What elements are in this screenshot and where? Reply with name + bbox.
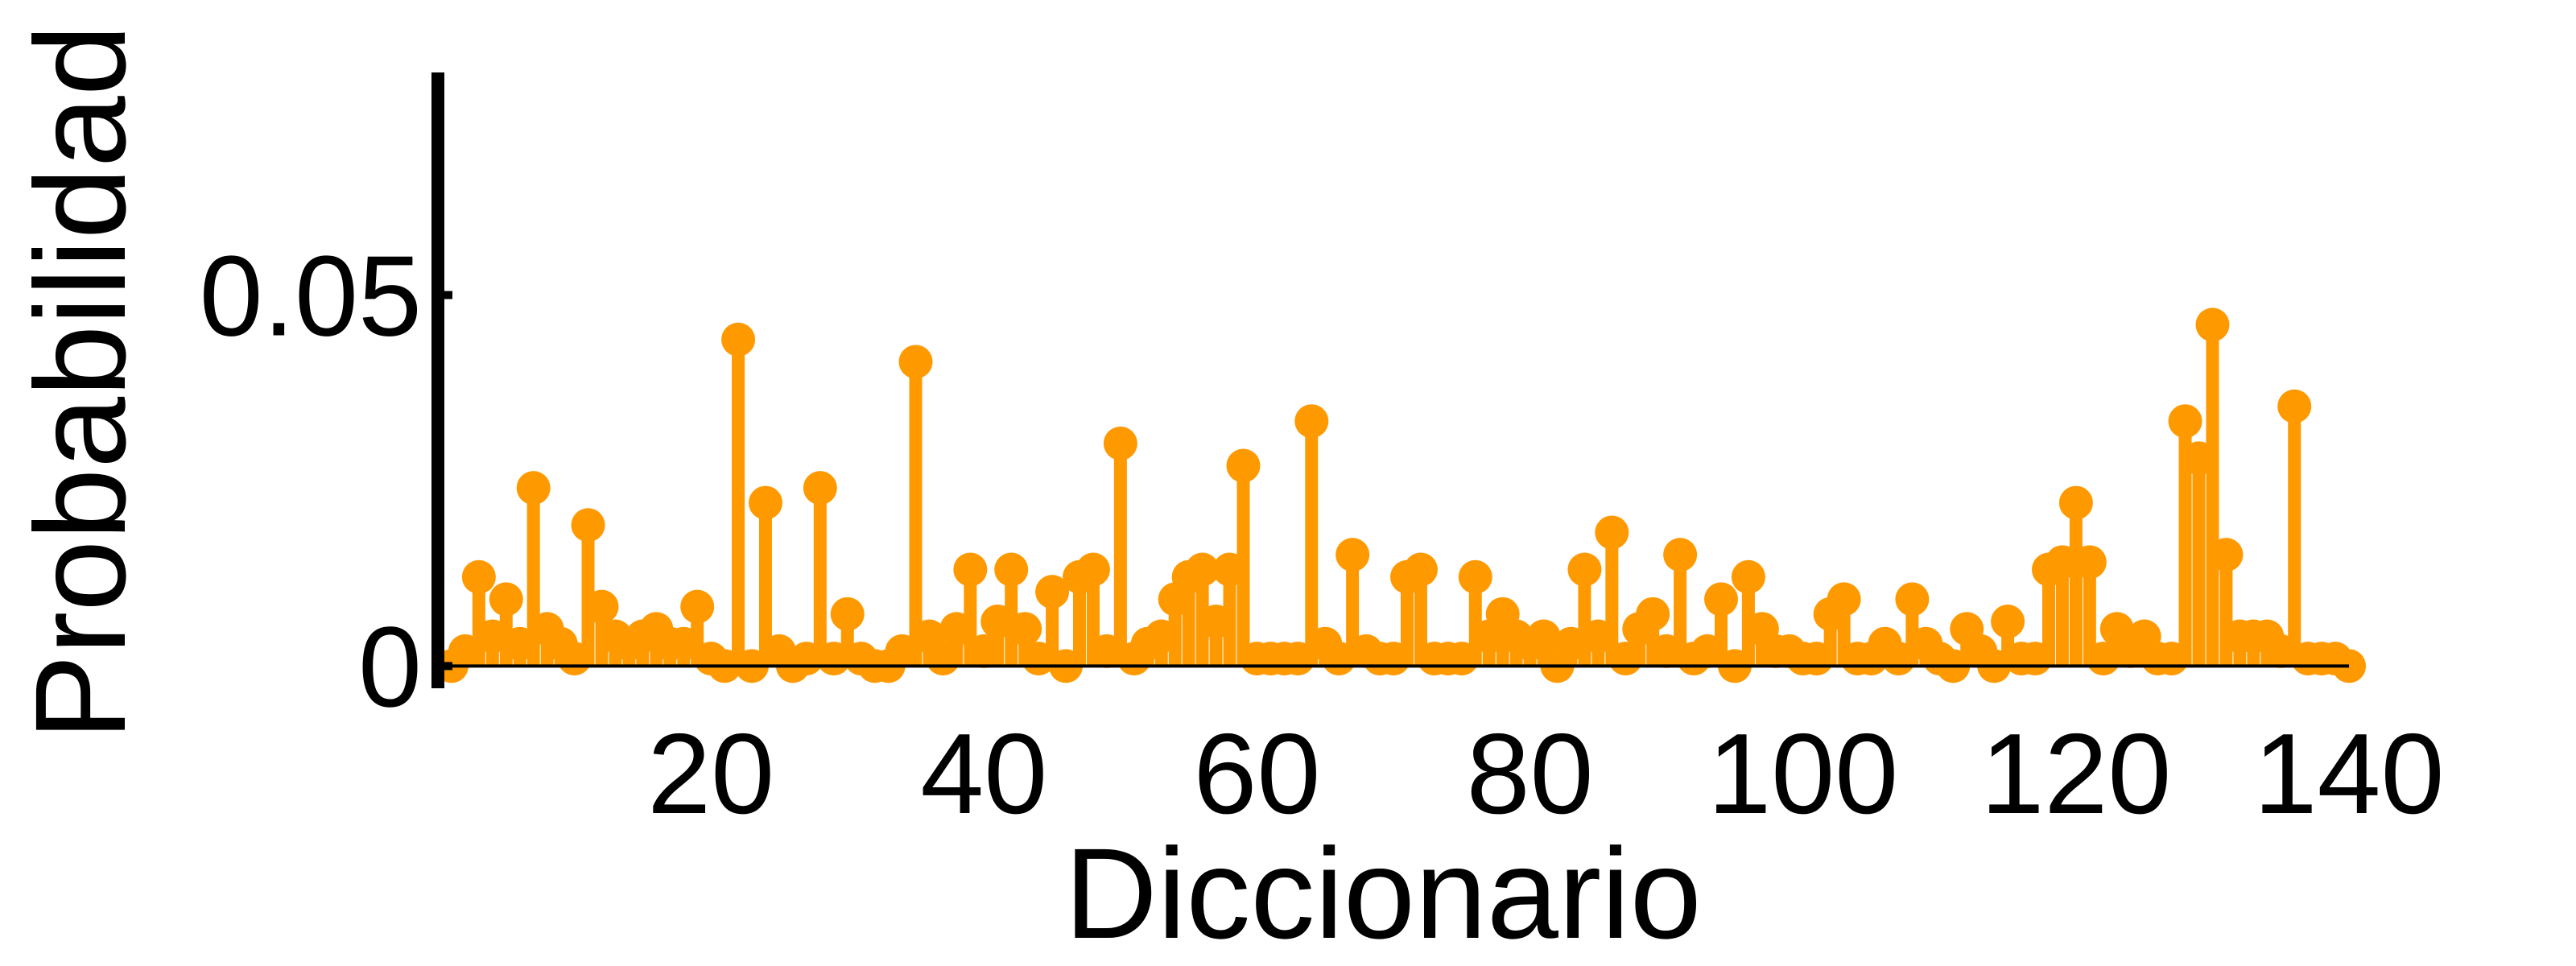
stem-marker [1663,538,1698,572]
stem-marker [2264,634,2298,668]
stem-marker [2058,485,2093,520]
stem-marker [1035,575,1070,609]
x-tick-label: 100 [1707,710,1898,838]
stem-marker [584,589,619,624]
stem-marker [489,582,523,617]
stem-marker [1185,552,1220,587]
stem-marker [680,589,715,624]
stem-marker [1008,612,1042,646]
stem-marker [448,634,482,668]
stem-marker [2045,545,2079,580]
stem-marker [2154,642,2189,676]
stem-marker [1799,642,1834,676]
stem-marker [2277,389,2312,423]
stem-marker [803,471,837,506]
stem-marker [1458,559,1492,594]
stem-marker [1581,619,1616,654]
stem-marker [967,634,1001,668]
stem-marker [721,322,756,357]
stem-marker [830,597,865,631]
stem-marker [502,626,537,661]
stem-marker [1895,582,1930,617]
stem-marker [571,508,605,543]
stem-marker [1595,515,1629,550]
stem-marker [994,552,1029,587]
stem-marker [926,642,960,676]
stem-marker [1731,559,1765,594]
x-tick-label: 20 [647,710,774,838]
stem-marker [2195,308,2230,342]
stem-marker [2168,404,2202,439]
stem-marker [2209,538,2244,572]
stem-marker [1294,404,1329,439]
stem-marker [461,559,496,594]
stem-marker [953,552,988,587]
stem-marker [1144,619,1179,654]
stem-marker [1690,634,1725,668]
x-tick-label: 80 [1467,710,1594,838]
stem-marker [1403,552,1438,587]
stem-marker [898,345,933,379]
stem-marker [1636,597,1670,631]
y-axis-title: Probabilidad [8,24,152,741]
x-tick-label: 40 [920,710,1047,838]
stem-marker [980,605,1015,639]
stem-marker [1226,448,1261,483]
stem-marker [1212,552,1247,587]
stem-marker [1649,634,1684,668]
x-axis-title: Diccionario [1064,821,1701,965]
stem-marker [1991,605,2025,639]
y-axis-ticks: 00.05 [200,233,452,731]
stem-marker [2182,441,2216,476]
stem-marker [939,612,974,646]
stem-marker [1103,426,1137,460]
stem-marker [1444,642,1479,676]
stem-marker [1704,582,1738,617]
stem-marker [1335,538,1370,572]
stem-marker [1554,626,1588,661]
stem-marker [1526,619,1561,654]
markers-layer [434,308,2367,683]
x-axis-ticks: 20 40 60 80 100 120 140 [647,710,2444,838]
stem-marker [2072,545,2107,580]
stem-marker [475,619,510,654]
stem-marker [2018,642,2053,676]
stem-marker [1199,605,1233,639]
stem-marker [1089,634,1124,668]
stem-marker [1608,642,1643,676]
stem-marker [1827,582,1861,617]
stem-marker [748,485,782,520]
stem-marker [667,626,701,661]
y-tick-label: 0 [358,603,422,731]
x-tick-label: 120 [1980,710,2171,838]
x-tick-label: 60 [1193,710,1320,838]
stem-marker [1567,552,1602,587]
x-tick-label: 140 [2254,710,2445,838]
stem-marker [557,642,592,676]
stem-marker [885,634,919,668]
stem-marker [1075,552,1110,587]
y-tick-label: 0.05 [200,233,422,361]
stem-marker [516,471,551,506]
stem-marker [1377,642,1411,676]
